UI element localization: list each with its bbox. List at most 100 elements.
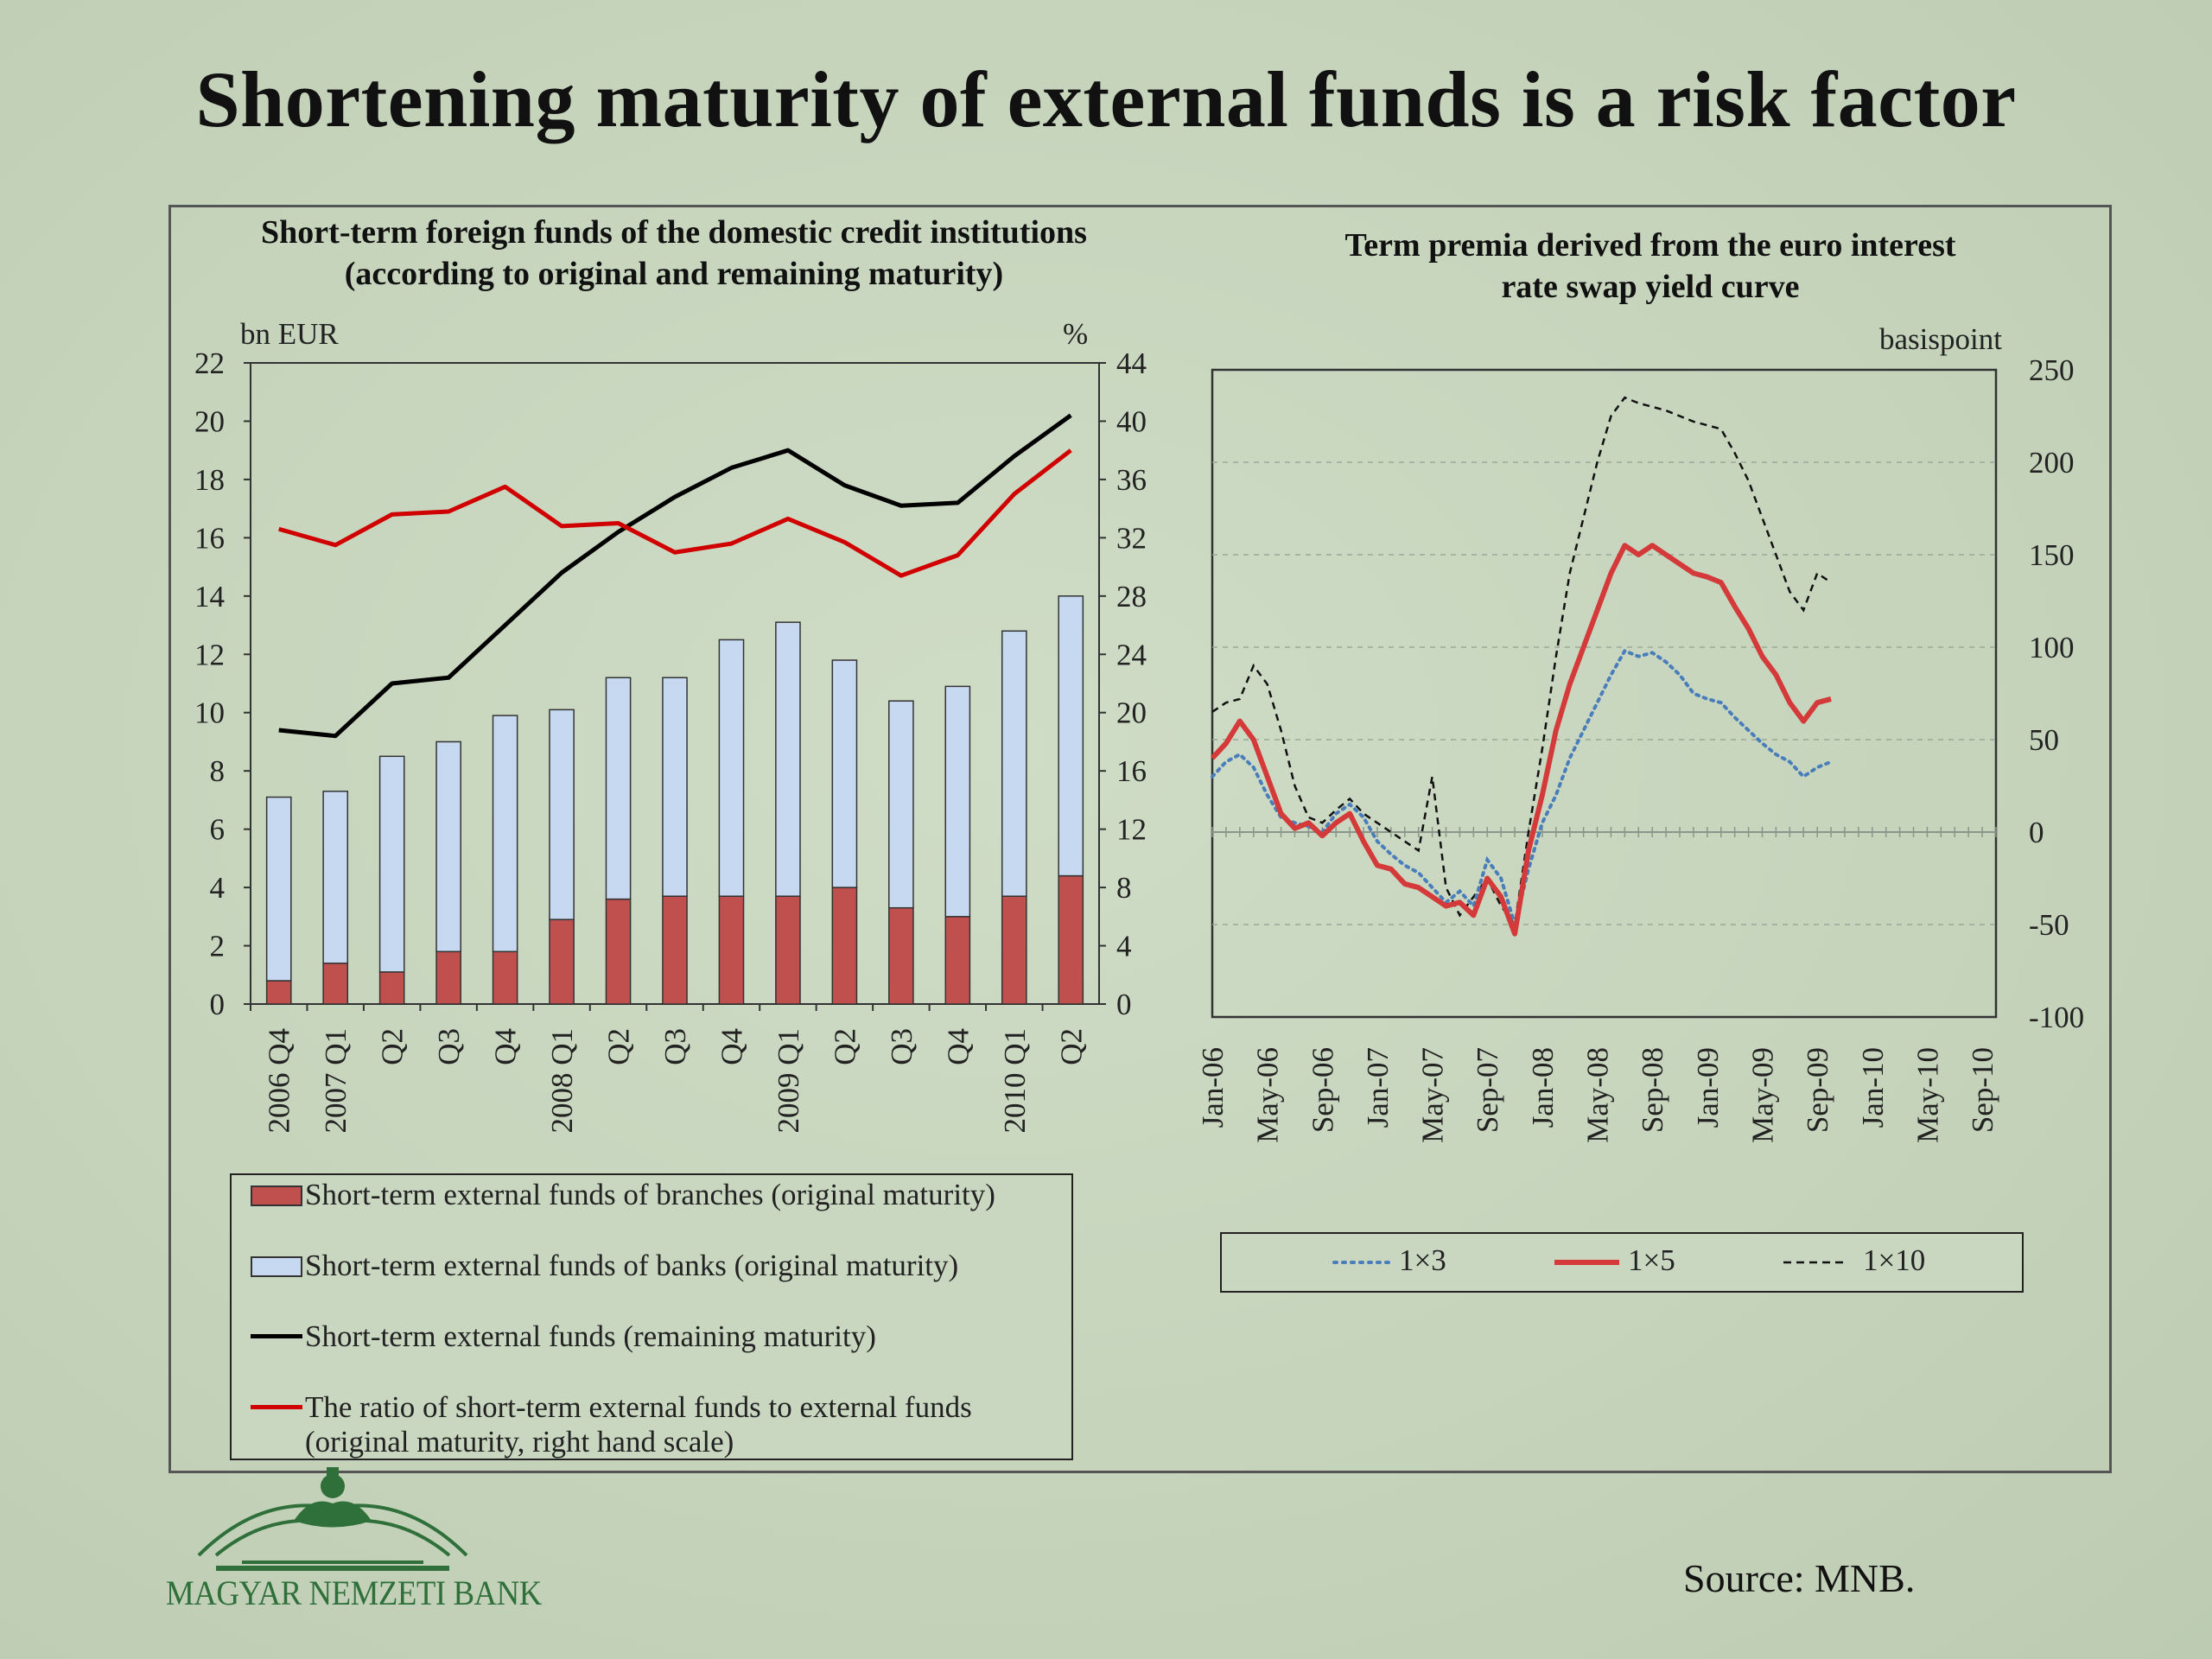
bar-banks [775, 621, 801, 897]
right-chart-y-tick-label: 150 [2029, 538, 2075, 572]
right-chart-legend: 1×3 1×5 1×10 [1220, 1232, 2024, 1293]
bar-banks [265, 796, 292, 982]
right-y-tick-label: 40 [1116, 404, 1147, 438]
slide-title: Shortening maturity of external funds is… [195, 55, 2017, 143]
right-x-date-label: Sep-09 [1801, 1047, 1834, 1133]
bar-banks [1001, 630, 1027, 897]
left-y-tick-label: 8 [210, 754, 226, 788]
x-category-label: Q3 [885, 1028, 918, 1065]
x-category-label: 2007 Q1 [319, 1028, 353, 1134]
bar-banks [718, 639, 745, 897]
x-category-label: Q2 [376, 1028, 410, 1065]
right-x-date-label: Sep-07 [1471, 1047, 1504, 1133]
bar-banks [322, 791, 349, 964]
x-category-label: Q2 [602, 1028, 636, 1065]
bar-banks [662, 677, 688, 897]
right-x-date-label: May-07 [1416, 1047, 1450, 1143]
x-category-label: 2010 Q1 [998, 1028, 1032, 1134]
series-1x5 [1210, 543, 1832, 937]
legend-label-ratio-line2: (original maturity, right hand scale) [305, 1425, 734, 1459]
bar-branches [944, 916, 971, 1005]
legend-label-banks: Short-term external funds of banks (orig… [305, 1249, 959, 1282]
bar-branches [378, 971, 405, 1005]
right-x-date-label: Sep-08 [1636, 1047, 1669, 1133]
bar-branches [265, 980, 292, 1005]
legend-label-remaining: Short-term external funds (remaining mat… [305, 1319, 876, 1353]
bar-branches [718, 895, 745, 1005]
left-chart-title: Short-term foreign funds of the domestic… [190, 212, 1158, 295]
bar-branches [605, 898, 632, 1005]
right-chart-y-axis-label: basispoint [1879, 322, 2002, 356]
right-x-date-label: Sep-10 [1966, 1047, 1999, 1133]
legend-swatch-branches [251, 1185, 302, 1206]
x-category-label: Q4 [941, 1028, 975, 1065]
source-note: Source: MNB. [1683, 1556, 1916, 1600]
right-x-date-label: Jan-10 [1856, 1047, 1890, 1128]
line-ratio [278, 448, 1072, 578]
chart-frame [168, 205, 2112, 1473]
left-y-tick-label: 14 [194, 580, 225, 613]
right-chart-y-tick-label: 50 [2029, 723, 2059, 757]
right-chart-title: Term premia derived from the euro intere… [1249, 225, 2052, 308]
bar-branches [1058, 874, 1084, 1005]
right-plot-area [1211, 368, 1998, 1019]
legend-swatch-banks [251, 1256, 302, 1277]
right-y-tick-label: 28 [1116, 580, 1147, 613]
right-x-date-label: Jan-06 [1196, 1047, 1230, 1128]
right-y-axis-label: % [1063, 317, 1088, 351]
right-x-date-label: Jan-09 [1691, 1047, 1725, 1128]
mnb-logo [197, 1467, 468, 1571]
right-y-tick-label: 32 [1116, 521, 1147, 555]
legend-label-1x10: 1×10 [1863, 1243, 1926, 1277]
right-x-date-label: Jan-08 [1526, 1047, 1560, 1128]
x-category-label: Q3 [658, 1028, 692, 1065]
bar-branches [322, 963, 349, 1005]
right-chart-y-tick-label: 250 [2029, 353, 2075, 387]
right-y-tick-label: 4 [1116, 930, 1132, 963]
left-y-tick-label: 20 [194, 404, 225, 438]
x-category-label: Q3 [432, 1028, 466, 1065]
mnb-logo-text: MAGYAR NEMZETI BANK [166, 1573, 542, 1612]
x-category-label: Q4 [715, 1028, 748, 1065]
bar-branches [549, 918, 575, 1005]
right-y-tick-label: 36 [1116, 463, 1147, 497]
bar-branches [1001, 895, 1027, 1005]
bar-banks [378, 755, 405, 973]
right-x-date-label: Sep-06 [1306, 1047, 1339, 1133]
right-x-date-label: May-10 [1910, 1047, 1944, 1143]
left-chart-legend: Short-term external funds of branches (o… [230, 1173, 1073, 1460]
left-y-tick-label: 4 [210, 871, 226, 905]
right-y-tick-label: 24 [1116, 638, 1147, 671]
left-chart-title-line1: Short-term foreign funds of the domestic… [261, 214, 1087, 251]
right-x-date-label: May-06 [1251, 1047, 1285, 1143]
x-category-label: 2006 Q4 [263, 1028, 296, 1134]
right-chart-y-tick-label: -100 [2029, 1001, 2084, 1034]
x-category-label: Q2 [1054, 1028, 1088, 1065]
bar-banks [888, 700, 914, 909]
legend-swatch-remaining [251, 1334, 302, 1338]
legend-label-branches: Short-term external funds of branches (o… [305, 1178, 995, 1211]
left-y-tick-label: 12 [194, 638, 225, 671]
bar-banks [549, 709, 575, 920]
left-y-axis-label: bn EUR [240, 317, 339, 351]
right-y-tick-label: 20 [1116, 696, 1147, 730]
right-chart-title-line2: rate swap yield curve [1501, 269, 1800, 305]
right-y-tick-label: 8 [1116, 871, 1132, 905]
right-chart-y-tick-label: 0 [2029, 816, 2044, 849]
left-y-tick-label: 10 [194, 696, 225, 730]
legend-swatch-ratio [251, 1405, 302, 1409]
right-chart-y-tick-label: 100 [2029, 631, 2075, 664]
right-y-tick-label: 0 [1116, 988, 1132, 1021]
bar-banks [492, 715, 518, 953]
legend-label-1x3: 1×3 [1399, 1243, 1446, 1277]
bar-branches [888, 906, 914, 1005]
bar-branches [662, 895, 688, 1005]
x-category-label: 2008 Q1 [545, 1028, 579, 1134]
left-y-tick-label: 6 [210, 813, 226, 847]
bar-banks [435, 741, 461, 953]
bar-branches [435, 950, 461, 1005]
left-y-tick-label: 16 [194, 521, 225, 555]
right-chart-y-tick-label: 200 [2029, 446, 2075, 480]
right-x-date-label: Jan-07 [1361, 1047, 1395, 1128]
